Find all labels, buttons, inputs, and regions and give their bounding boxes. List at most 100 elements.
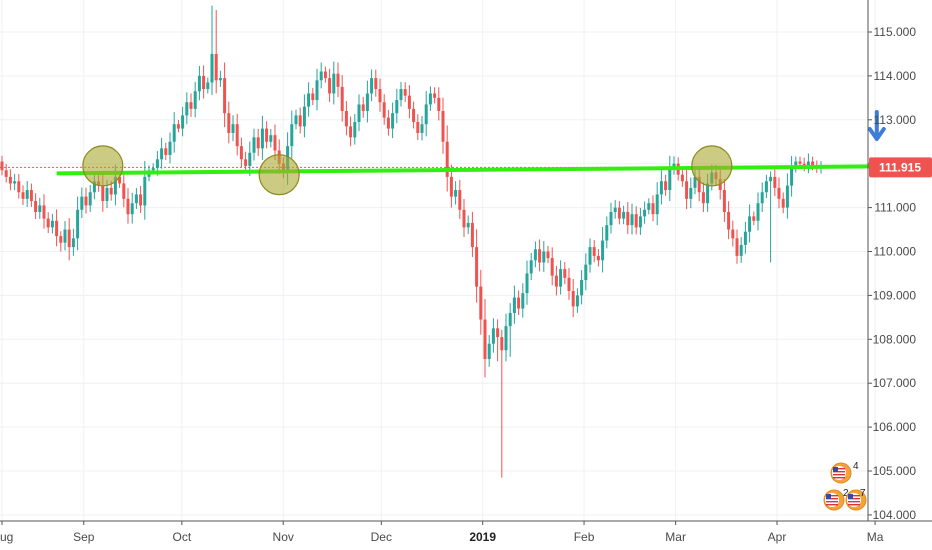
candle[interactable]: [59, 231, 63, 252]
candle[interactable]: [731, 220, 735, 247]
candle[interactable]: [403, 82, 407, 102]
candle[interactable]: [0, 155, 4, 176]
candle[interactable]: [739, 237, 743, 263]
candle[interactable]: [328, 68, 332, 102]
candle[interactable]: [680, 168, 684, 187]
candle[interactable]: [399, 81, 403, 107]
candle[interactable]: [533, 241, 537, 268]
candle[interactable]: [139, 185, 143, 214]
candle[interactable]: [17, 174, 21, 199]
highlight-circle[interactable]: [258, 154, 300, 196]
candle[interactable]: [80, 187, 84, 219]
candle[interactable]: [546, 245, 550, 264]
candle[interactable]: [223, 62, 227, 128]
candle[interactable]: [374, 69, 378, 97]
candle[interactable]: [197, 65, 201, 101]
candle[interactable]: [34, 193, 38, 220]
candle[interactable]: [605, 216, 609, 249]
candle[interactable]: [542, 241, 546, 272]
event-flags[interactable]: 4 2 7: [823, 461, 867, 511]
candle[interactable]: [160, 137, 164, 169]
candle[interactable]: [130, 192, 134, 224]
candle[interactable]: [441, 97, 445, 154]
candle[interactable]: [722, 179, 726, 222]
us-flag-icon[interactable]: 2: [823, 488, 849, 511]
candle[interactable]: [416, 114, 420, 140]
candle[interactable]: [508, 303, 512, 357]
candle[interactable]: [244, 151, 248, 173]
candle[interactable]: [21, 185, 25, 206]
candle[interactable]: [357, 94, 361, 132]
candle[interactable]: [189, 93, 193, 117]
candle[interactable]: [584, 253, 588, 291]
candle[interactable]: [563, 262, 567, 285]
candle[interactable]: [185, 92, 189, 125]
candle[interactable]: [445, 125, 449, 192]
candle[interactable]: [609, 202, 613, 234]
candle[interactable]: [794, 156, 798, 173]
candle[interactable]: [785, 173, 789, 219]
candle[interactable]: [588, 238, 592, 273]
candle[interactable]: [294, 109, 298, 130]
candle[interactable]: [42, 194, 46, 229]
candle[interactable]: [260, 115, 264, 160]
candle[interactable]: [781, 192, 785, 214]
candle[interactable]: [554, 265, 558, 296]
candle[interactable]: [647, 198, 651, 215]
candle[interactable]: [340, 75, 344, 122]
candle[interactable]: [63, 220, 67, 251]
candle[interactable]: [8, 169, 12, 191]
candle[interactable]: [466, 215, 470, 235]
candle[interactable]: [50, 213, 54, 234]
candle[interactable]: [307, 82, 311, 117]
candle[interactable]: [4, 164, 8, 183]
candle[interactable]: [378, 78, 382, 112]
candle[interactable]: [521, 283, 525, 318]
candle[interactable]: [550, 247, 554, 286]
candle[interactable]: [626, 202, 630, 235]
us-flag-icon[interactable]: 4: [830, 461, 859, 484]
candle[interactable]: [748, 204, 752, 243]
candle[interactable]: [735, 229, 739, 264]
candle[interactable]: [164, 142, 168, 160]
candle[interactable]: [168, 132, 172, 164]
candle[interactable]: [777, 177, 781, 209]
candle[interactable]: [361, 96, 365, 118]
candle[interactable]: [71, 228, 75, 256]
candle[interactable]: [496, 319, 500, 362]
candle[interactable]: [311, 87, 315, 106]
candle[interactable]: [181, 106, 185, 137]
candle[interactable]: [571, 279, 575, 318]
candle[interactable]: [685, 169, 689, 210]
candle[interactable]: [134, 188, 138, 209]
candle[interactable]: [344, 101, 348, 136]
candle[interactable]: [643, 201, 647, 224]
candle[interactable]: [651, 195, 655, 222]
candle[interactable]: [407, 85, 411, 119]
candle[interactable]: [802, 157, 806, 172]
candle[interactable]: [689, 177, 693, 209]
candle[interactable]: [727, 201, 731, 240]
candle[interactable]: [559, 260, 563, 295]
candle[interactable]: [622, 205, 626, 225]
candle[interactable]: [764, 174, 768, 199]
candle[interactable]: [382, 94, 386, 125]
candle[interactable]: [454, 181, 458, 205]
candle[interactable]: [332, 61, 336, 105]
candle[interactable]: [756, 192, 760, 231]
candle[interactable]: [353, 113, 357, 145]
candle[interactable]: [752, 211, 756, 226]
candle[interactable]: [491, 318, 495, 353]
time-axis[interactable]: ug Sep Oct Nov Dec 2019 Feb Mar Apr Ma: [0, 520, 932, 544]
candle[interactable]: [655, 182, 659, 226]
candle[interactable]: [323, 66, 327, 83]
candle[interactable]: [769, 171, 773, 263]
candle[interactable]: [214, 10, 218, 94]
candle[interactable]: [504, 313, 508, 362]
candle[interactable]: [567, 267, 571, 300]
candle[interactable]: [638, 207, 642, 235]
candle[interactable]: [206, 77, 210, 94]
candle[interactable]: [210, 5, 214, 96]
candle[interactable]: [424, 90, 428, 137]
candle[interactable]: [428, 86, 432, 111]
